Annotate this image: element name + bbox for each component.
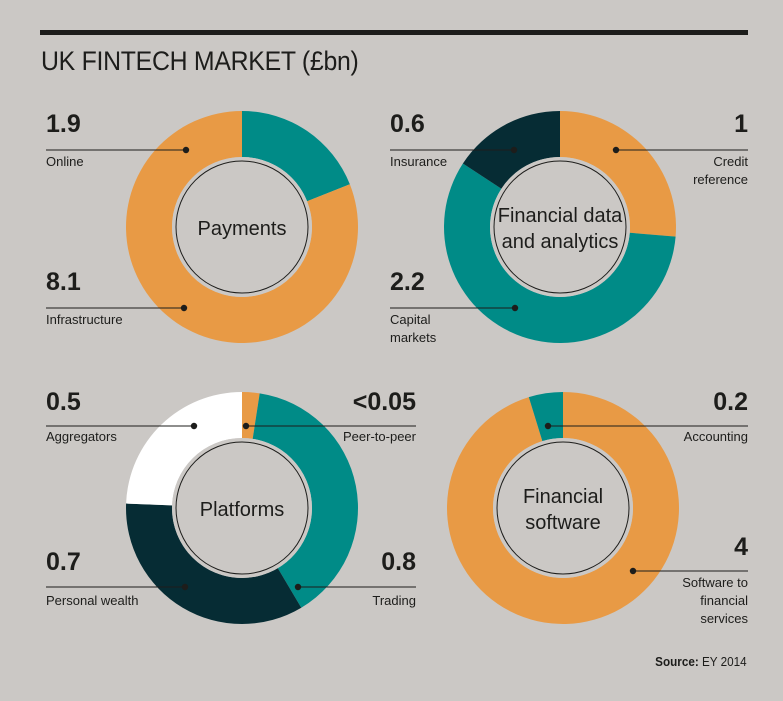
donut-hole [490, 157, 630, 297]
leader-dot-personal-wealth [181, 583, 189, 591]
value-label-personal-wealth: 0.7 [46, 548, 81, 576]
category-label-line: Infrastructure [46, 312, 123, 327]
donut-hole [172, 157, 312, 297]
chart-title-payments: Payments [198, 218, 287, 240]
chart-title-financial-software: Financial software [523, 486, 603, 534]
leader-dot-infrastructure [180, 304, 188, 312]
category-label-aggregators: Aggregators [46, 429, 117, 444]
category-label-line: Insurance [390, 154, 447, 169]
category-label-peer-to-peer: Peer-to-peer [343, 429, 417, 444]
category-label-line: Software to [682, 575, 748, 590]
value-label-peer-to-peer: <0.05 [353, 388, 416, 416]
value-label-accounting: 0.2 [713, 388, 748, 416]
value-label-capital-markets: 2.2 [390, 268, 425, 296]
category-label-line: Capital [390, 312, 431, 327]
chart-title-line: and analytics [502, 231, 619, 253]
category-label-accounting: Accounting [684, 429, 748, 444]
chart-title-line: Financial data [498, 205, 623, 227]
category-label-line: markets [390, 330, 437, 345]
slice-aggregators [126, 392, 242, 506]
category-label-software-to-financial-services: Software to financial services [682, 575, 748, 626]
category-label-line: Online [46, 154, 84, 169]
leader-dot-online [182, 146, 190, 154]
category-label-online: Online [46, 154, 84, 169]
category-label-line: Accounting [684, 429, 748, 444]
category-label-line: services [700, 611, 748, 626]
slice-software-to-financial-services [447, 392, 679, 624]
slice-infrastructure [125, 111, 358, 343]
value-label-trading: 0.8 [381, 548, 416, 576]
value-label-insurance: 0.6 [390, 110, 425, 138]
leader-dot-trading [294, 583, 302, 591]
leader-dot-capital-markets [511, 304, 519, 312]
category-label-line: Trading [372, 593, 416, 608]
leader-dot-accounting [544, 422, 552, 430]
source-note: Source: EY 2014 [655, 654, 747, 669]
category-label-line: Peer-to-peer [343, 429, 417, 444]
category-label-line: financial [700, 593, 748, 608]
slice-trading [252, 393, 359, 608]
chart-title-line: Platforms [200, 499, 284, 521]
category-label-line: Aggregators [46, 429, 117, 444]
leader-dot-aggregators [190, 422, 198, 430]
category-label-credit-reference: Credit reference [693, 154, 748, 187]
value-label-software-to-financial-services: 4 [734, 533, 748, 561]
slice-personal-wealth [126, 503, 302, 625]
category-label-infrastructure: Infrastructure [46, 312, 123, 327]
value-label-credit-reference: 1 [734, 110, 748, 138]
source-label: Source: [655, 654, 700, 669]
slice-credit-reference [560, 111, 676, 237]
page-title: UK FINTECH MARKET (£bn) [41, 46, 359, 76]
top-rule [40, 30, 748, 35]
chart-title-platforms: Platforms [200, 499, 284, 521]
chart-title-line: Payments [198, 218, 287, 240]
leader-dot-credit-reference [612, 146, 620, 154]
value-label-online: 1.9 [46, 110, 81, 138]
leader-dot-insurance [510, 146, 518, 154]
donut-hole [493, 438, 633, 578]
category-label-line: Personal wealth [46, 593, 139, 608]
slice-capital-markets [444, 163, 676, 343]
category-label-capital-markets: Capital markets [390, 312, 437, 345]
donut-inner-ring [493, 160, 627, 294]
donut-hole [172, 438, 312, 578]
donut-inner-ring [175, 441, 309, 575]
category-label-trading: Trading [372, 593, 416, 608]
source-text: EY 2014 [702, 654, 747, 669]
donut-inner-ring [175, 160, 309, 294]
leader-dot-peer-to-peer [242, 422, 250, 430]
leader-dot-software-to-financial-services [629, 567, 637, 575]
category-label-line: Credit [713, 154, 748, 169]
chart-title-line: Financial [523, 486, 603, 508]
value-label-infrastructure: 8.1 [46, 268, 81, 296]
category-label-insurance: Insurance [390, 154, 447, 169]
value-label-aggregators: 0.5 [46, 388, 81, 416]
chart-title-line: software [525, 512, 601, 534]
slice-accounting [528, 392, 563, 442]
slice-online [242, 111, 350, 202]
chart-title-financial-data-and-analytics: Financial data and analytics [498, 205, 623, 253]
donut-inner-ring [496, 441, 630, 575]
category-label-line: reference [693, 172, 748, 187]
category-label-personal-wealth: Personal wealth [46, 593, 139, 608]
